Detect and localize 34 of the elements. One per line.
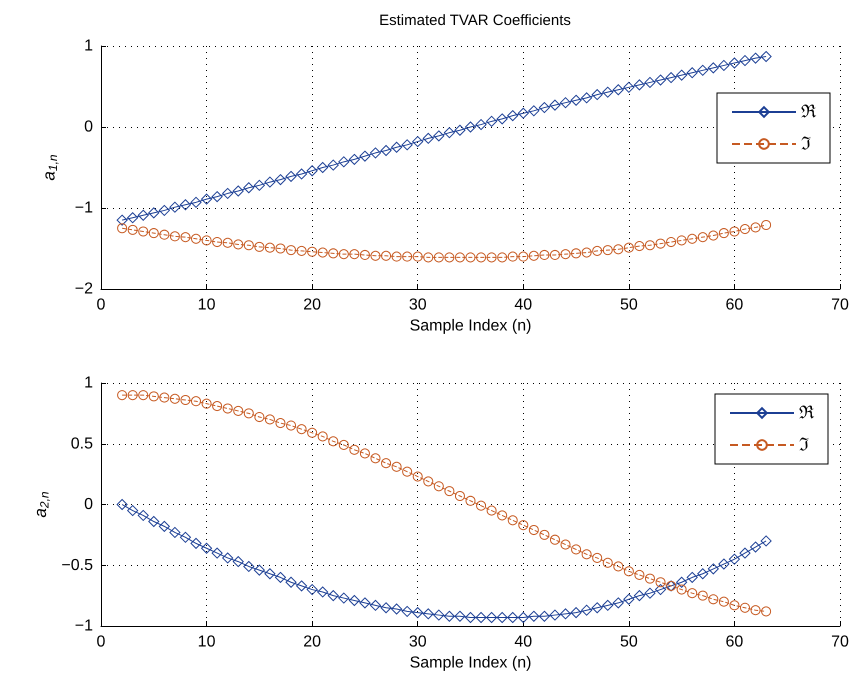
chart-title: Estimated TVAR Coefficients [379,12,571,29]
x-tick-label: 60 [726,634,744,650]
y-tick-label: 0.5 [70,435,94,452]
legend-label: ℜ [801,102,817,122]
x-tick-label: 40 [514,634,532,650]
y-tick-label: −1 [74,200,94,216]
x-tick-label: 50 [620,634,638,650]
y-axis-title: a1,n [40,154,60,181]
legend-label: ℑ [799,434,809,456]
y-tick-label: 0 [84,118,94,136]
y-tick-label: −2 [74,280,94,298]
x-tick-label: 30 [408,296,427,314]
x-tick-label: 10 [198,296,216,314]
x-tick-label: 60 [726,296,744,314]
x-tick-label: 20 [303,634,322,650]
x-tick-label: 70 [831,634,849,650]
legend-label: ℑ [801,134,811,154]
x-axis-title: Sample Index (n) [410,317,532,334]
x-axis-title: Sample Index (n) [410,654,532,672]
y-tick-label: −0.5 [61,556,94,574]
x-tick-label: 30 [408,634,427,650]
y-tick-label: 0 [84,496,94,513]
y-tick-label: −1 [74,618,94,634]
y-tick-label: 1 [84,38,94,54]
y-tick-label: 1 [84,374,94,392]
x-tick-label: 70 [831,296,849,314]
legend-label: ℜ [799,402,815,424]
x-tick-label: 50 [620,296,638,314]
x-tick-label: 20 [303,296,322,314]
x-tick-label: 40 [514,296,532,314]
y-axis-title: a2,n [31,491,52,518]
x-tick-label: 10 [198,634,216,650]
x-tick-label: 0 [96,634,106,650]
x-tick-label: 0 [96,296,106,314]
